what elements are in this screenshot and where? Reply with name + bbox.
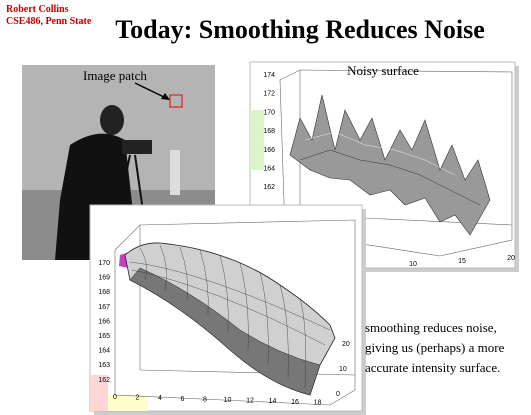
course: CSE486, Penn State: [6, 16, 92, 27]
y-tick-label: 166: [98, 318, 110, 325]
y-tick-label: 170: [263, 109, 275, 116]
y-tick-label: 172: [263, 91, 275, 98]
z-tick-label: 10: [339, 366, 347, 373]
x-tick-label: 16: [291, 399, 299, 406]
slide-title: Today: Smoothing Reduces Noise: [115, 15, 485, 44]
caption-line: accurate intensity surface.: [365, 360, 500, 375]
x-tick-label: 0: [113, 394, 117, 401]
x-tick-label: 10: [224, 397, 232, 404]
arrow: [134, 82, 169, 100]
caption-line: giving us (perhaps) a more: [365, 340, 505, 355]
x-tick-label: 2: [136, 395, 140, 402]
y-tick-label: 162: [263, 184, 275, 191]
x-tick-label: 6: [181, 396, 185, 403]
x-tick-label: 20: [507, 255, 515, 262]
y-tick-label: 169: [98, 275, 110, 282]
y-tick-label: 167: [98, 304, 110, 311]
y-tick-label: 165: [98, 333, 110, 340]
x-tick-label: 10: [409, 261, 417, 268]
caption-line: smoothing reduces noise,: [365, 320, 497, 335]
x-tick-label: 4: [158, 395, 162, 402]
y-tick-label: 164: [98, 348, 110, 355]
noisy-title: Noisy surface: [347, 63, 419, 78]
y-tick-label: 163: [98, 362, 110, 369]
y-tick-label: 164: [263, 166, 275, 173]
z-tick-label: 0: [336, 391, 340, 398]
y-tick-label: 162: [98, 377, 110, 384]
y-tick-label: 166: [263, 147, 275, 154]
x-tick-label: 8: [203, 396, 207, 403]
image-label: Image patch: [83, 68, 147, 83]
smooth-plot: [89, 204, 366, 415]
y-tick-label: 170: [98, 260, 110, 267]
x-tick-label: 18: [314, 399, 322, 406]
arrow-head: [161, 93, 170, 100]
y-tick-label: 168: [98, 289, 110, 296]
z-tick-label: 20: [342, 341, 350, 348]
x-tick-label: 12: [246, 398, 254, 405]
x-tick-label: 15: [458, 258, 466, 265]
y-tick-label: 168: [263, 128, 275, 135]
author: Robert Collins: [6, 4, 69, 15]
y-tick-label: 174: [263, 72, 275, 79]
x-tick-label: 14: [269, 398, 277, 405]
